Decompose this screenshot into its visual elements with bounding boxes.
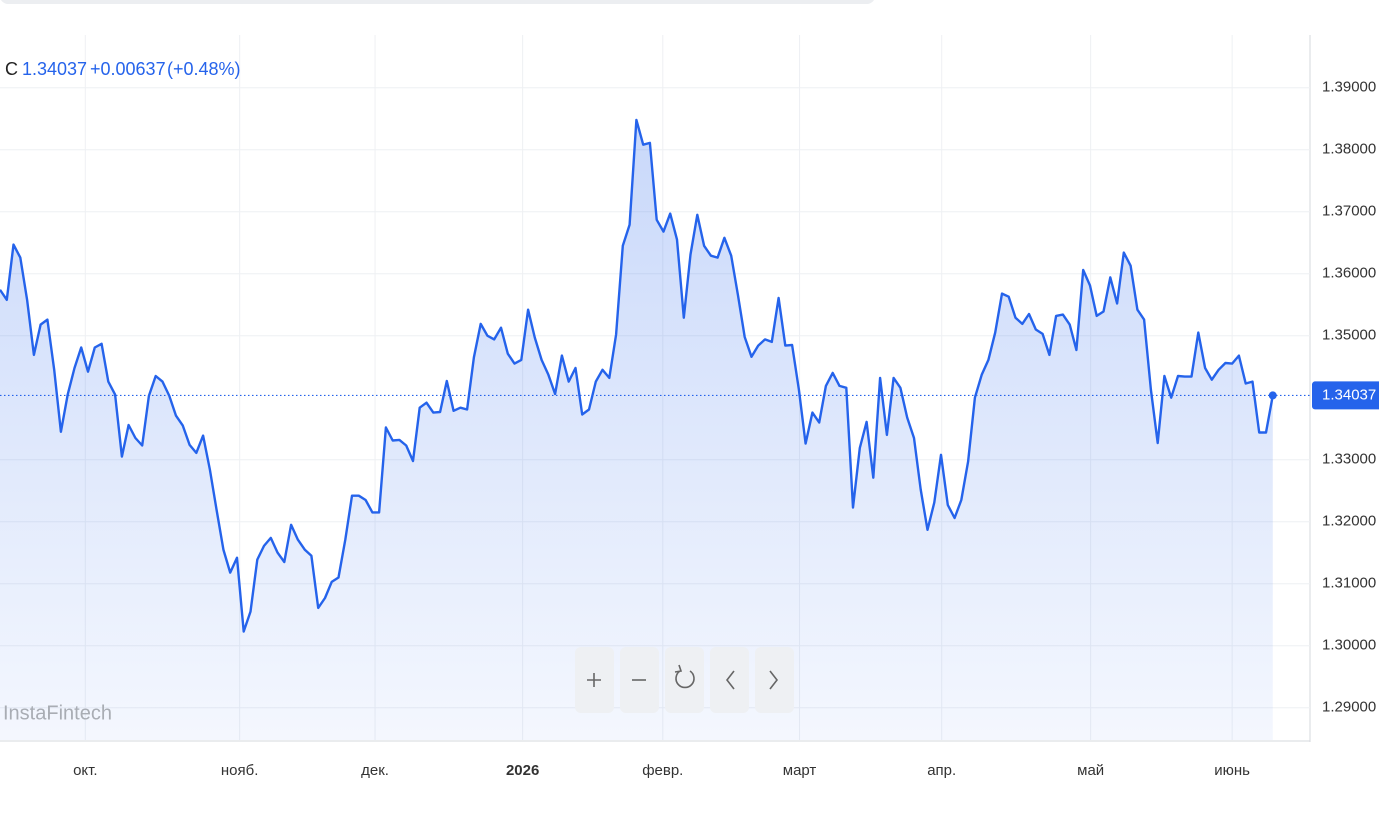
y-tick-label: 1.33000 [1322,451,1376,468]
y-tick-label: 1.31000 [1322,575,1376,592]
y-tick-label: 1.36000 [1322,265,1376,282]
y-tick-label: 1.30000 [1322,637,1376,654]
price-line [0,118,1274,633]
last-price-label: 1.34037 [1322,386,1376,403]
top-scrollbar[interactable] [0,0,875,4]
reset-button[interactable] [665,647,704,713]
change: +0.00637 [90,59,166,79]
x-tick-label: февр. [642,762,683,779]
area [0,119,1273,740]
x-tick-label: 2026 [506,762,539,779]
zoom-out-button[interactable] [620,647,659,713]
change-pct: (+0.48%) [167,59,241,79]
x-tick-label: дек. [361,762,389,779]
toolbar [575,647,794,713]
scroll-left-button[interactable] [710,647,749,713]
x-tick-label: март [783,762,817,779]
legend-label: C [5,59,18,79]
y-tick-label: 1.32000 [1322,513,1376,530]
labels: 1.29000 1.30000 1.31000 1.32000 1.33000 1.350… [73,79,1379,779]
x-tick-label: нояб. [221,762,259,779]
x-tick-label: окт. [73,762,97,779]
last-price: 1.34037 [22,59,87,79]
x-tick-label: апр. [927,762,956,779]
x-tick-label: июнь [1214,762,1250,779]
y-tick-label: 1.37000 [1322,203,1376,220]
y-tick-label: 1.39000 [1322,79,1376,96]
y-tick-label: 1.38000 [1322,141,1376,158]
x-tick-label: май [1077,762,1104,779]
last-point [1268,391,1277,400]
scroll-right-button[interactable] [755,647,794,713]
y-tick-label: 1.29000 [1322,699,1376,716]
y-tick-label: 1.35000 [1322,327,1376,344]
last-price-box [1312,381,1379,410]
watermark: InstaFintech [3,702,112,724]
plot-area [0,118,1310,740]
zoom-in-button[interactable] [575,647,614,713]
